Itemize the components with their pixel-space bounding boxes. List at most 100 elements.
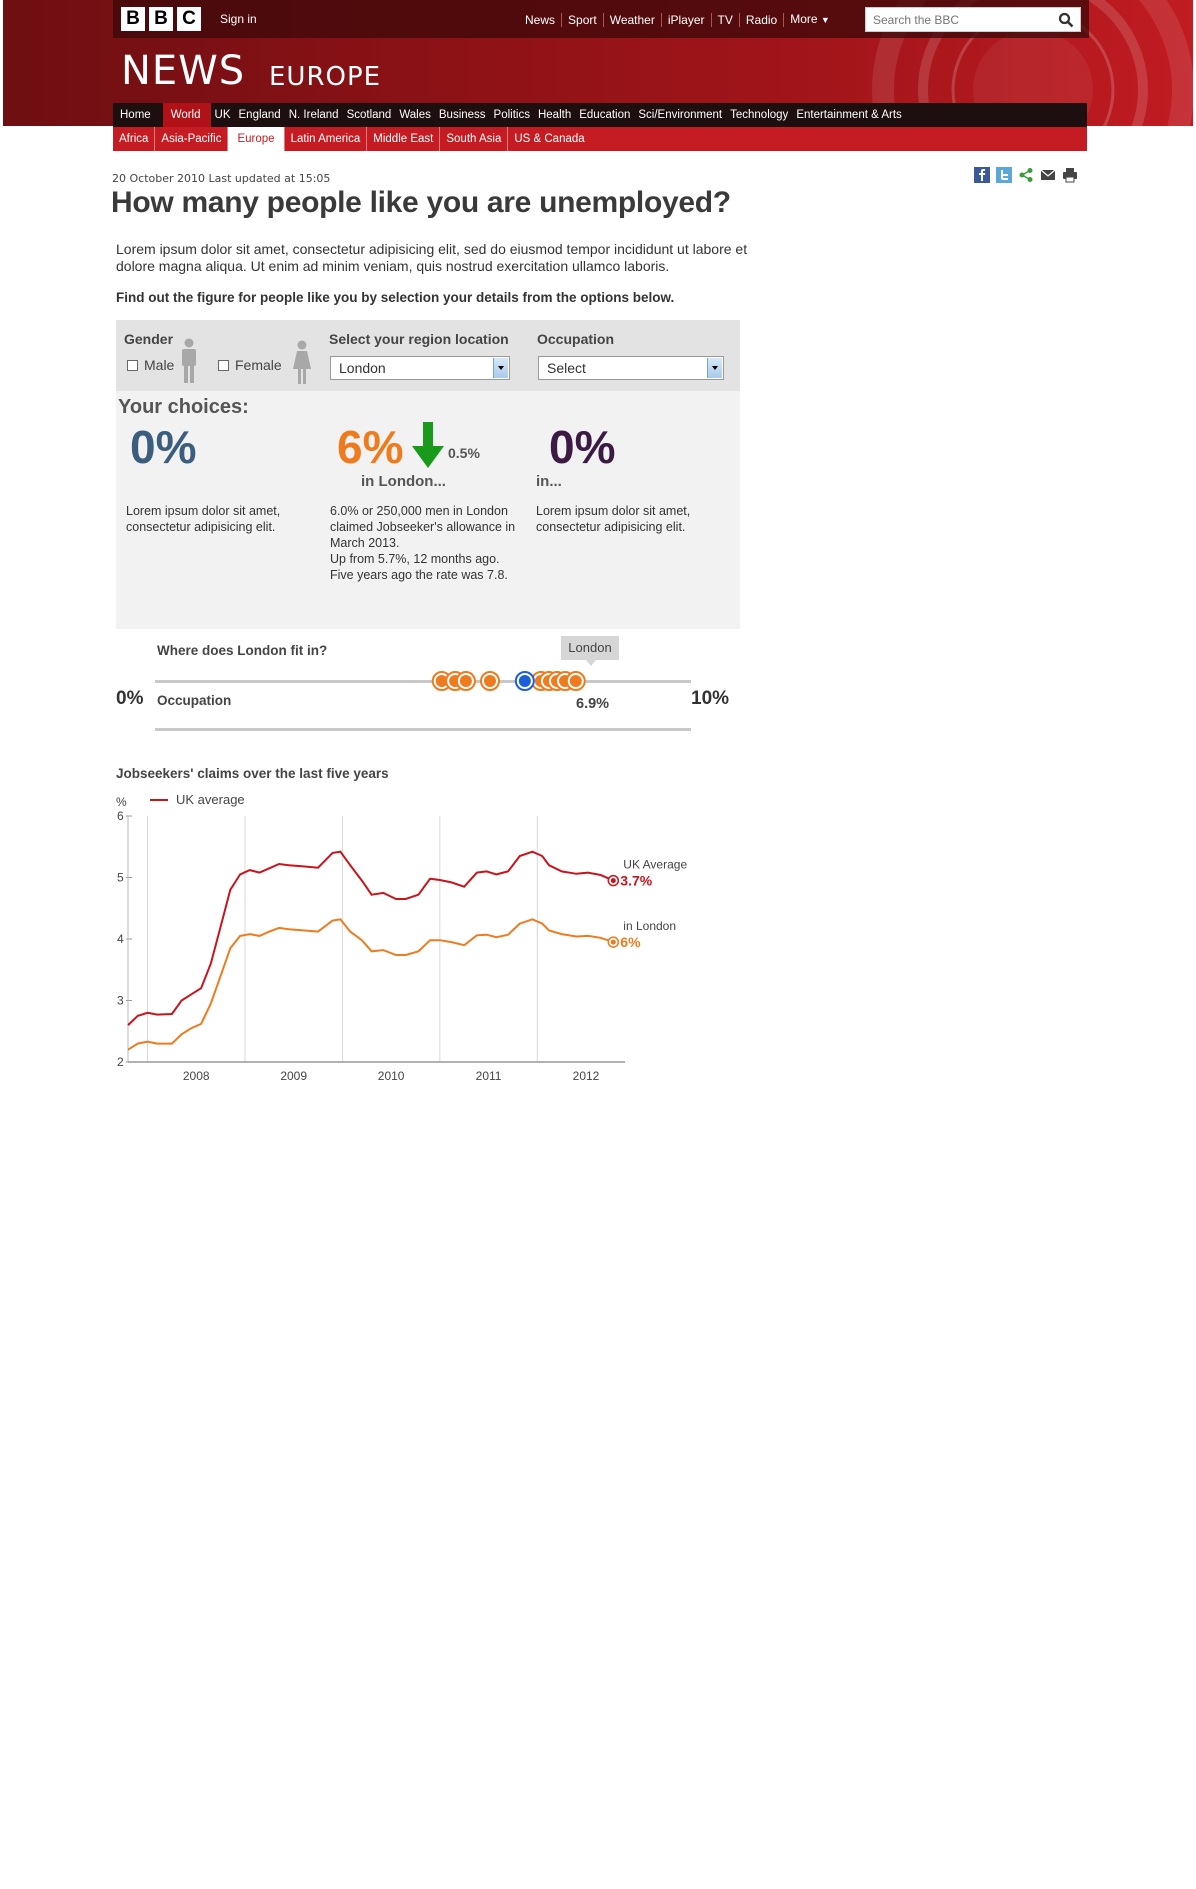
subnav-us-canada[interactable]: US & Canada — [514, 133, 585, 145]
region-dot-fill — [435, 675, 448, 687]
nav-politics[interactable]: Politics — [493, 109, 530, 121]
london-dot-fill — [518, 675, 531, 687]
subnav-middle-east[interactable]: Middle East — [367, 127, 441, 151]
y-tick-label: 2 — [117, 1055, 124, 1069]
nav-england[interactable]: England — [238, 109, 281, 121]
nav-scotland[interactable]: Scotland — [346, 109, 392, 121]
top-nav: News Sport Weather iPlayer TV Radio More… — [519, 12, 836, 27]
region-label: Select your region location — [329, 331, 509, 347]
series-end-value: 3.7% — [620, 873, 652, 889]
subnav-latin-america[interactable]: Latin America — [285, 127, 368, 151]
male-checkbox-box[interactable] — [127, 359, 138, 371]
article-date: 20 October 2010 — [112, 172, 206, 185]
dropdown-arrow-icon[interactable] — [493, 358, 508, 378]
top-nav-tv[interactable]: TV — [712, 12, 740, 27]
logo-letter: B — [149, 7, 173, 31]
male-checkbox[interactable]: Male — [127, 357, 174, 373]
top-nav-news[interactable]: News — [519, 12, 563, 27]
region-desc-line: Five years ago the rate was 7.8. — [330, 568, 508, 582]
dropdown-arrow-icon[interactable] — [707, 358, 722, 378]
top-nav-radio[interactable]: Radio — [740, 12, 785, 27]
female-checkbox[interactable]: Female — [218, 357, 282, 373]
twitter-icon[interactable] — [996, 167, 1012, 183]
jobseekers-line-chart: % UK average 2 3 4 5 6 2008 2009 2010 2011 2012 UK A… — [116, 792, 687, 1083]
selector-panel: Gender Male Female Select your region lo… — [116, 320, 740, 629]
region-description: 6.0% or 250,000 men in London claimed Jo… — [330, 503, 530, 583]
region-percentage: 6% — [337, 421, 404, 473]
bbc-logo[interactable]: B B C — [121, 7, 201, 31]
nav-health[interactable]: Health — [537, 109, 572, 121]
male-label: Male — [144, 357, 175, 373]
top-bar: B B C Sign in News Sport Weather iPlayer… — [113, 0, 1089, 38]
search-input[interactable] — [866, 8, 1046, 31]
nav-world[interactable]: World — [162, 103, 211, 127]
nav-home[interactable]: Home — [120, 109, 151, 121]
occupation-subtitle: in... — [536, 473, 562, 490]
top-nav-more[interactable]: More ▼ — [784, 12, 836, 27]
series-end-label: in London — [623, 919, 676, 933]
region-change: 0.5% — [448, 445, 480, 461]
female-checkbox-box[interactable] — [218, 359, 229, 371]
region-dot-fill — [569, 675, 582, 687]
nav-entertainment-arts[interactable]: Entertainment & Arts — [796, 109, 902, 121]
facebook-icon[interactable] — [974, 167, 990, 183]
search-icon[interactable] — [1058, 12, 1074, 28]
y-tick-label: 3 — [117, 994, 124, 1008]
logo-letter: C — [177, 7, 201, 31]
y-tick-label: 6 — [117, 809, 124, 823]
fit-dots — [431, 671, 586, 691]
news-title[interactable]: NEWS — [121, 48, 246, 94]
subnav-europe[interactable]: Europe — [228, 127, 285, 151]
subnav-africa[interactable]: Africa — [113, 127, 156, 151]
region-desc-line: Up from 5.7%, 12 months ago. — [330, 552, 500, 566]
sign-in-link[interactable]: Sign in — [220, 12, 257, 26]
top-nav-iplayer[interactable]: iPlayer — [662, 12, 712, 27]
region-desc-line: 6.0% or 250,000 men in London claimed Jo… — [330, 504, 516, 550]
subnav-south-asia[interactable]: South Asia — [440, 127, 509, 151]
nav-education[interactable]: Education — [579, 109, 631, 121]
chart-title: Jobseekers' claims over the last five ye… — [116, 766, 389, 781]
fit-min-label: 0% — [116, 688, 144, 709]
occupation-label: Occupation — [537, 331, 615, 347]
top-nav-weather[interactable]: Weather — [604, 12, 662, 27]
nav-wales[interactable]: Wales — [399, 109, 431, 121]
share-tools — [974, 167, 1078, 183]
x-tick-label: 2008 — [183, 1069, 210, 1083]
fit-scale-line-bottom — [155, 728, 691, 731]
share-icon[interactable] — [1018, 167, 1034, 183]
london-value: 6.9% — [576, 696, 610, 712]
sub-nav: Africa Asia-Pacific Europe Latin America… — [113, 127, 1087, 151]
region-dot-fill — [484, 675, 496, 687]
email-icon[interactable] — [1040, 167, 1056, 183]
y-axis-label: % — [116, 795, 127, 809]
gender-percentage: 0% — [130, 421, 197, 473]
nav-n-ireland[interactable]: N. Ireland — [288, 109, 339, 121]
london-tooltip: London — [561, 636, 619, 666]
region-subtitle: in London... — [361, 473, 446, 490]
y-tick-label: 4 — [117, 932, 124, 946]
print-icon[interactable] — [1062, 167, 1078, 183]
nav-uk[interactable]: UK — [214, 109, 231, 121]
region-select-value: London — [339, 360, 386, 376]
logo-letter: B — [121, 7, 145, 31]
series-end-label: UK Average — [623, 858, 687, 872]
subnav-asia-pacific[interactable]: Asia-Pacific — [155, 127, 229, 151]
y-tick-label: 5 — [117, 871, 124, 885]
x-tick-label: 2010 — [378, 1069, 405, 1083]
occupation-select[interactable]: Select — [538, 356, 724, 380]
fit-title: Where does London fit in? — [157, 643, 328, 658]
occupation-percentage: 0% — [549, 421, 616, 473]
nav-technology[interactable]: Technology — [730, 109, 789, 121]
nav-business[interactable]: Business — [438, 109, 486, 121]
nav-sci-environment[interactable]: Sci/Environment — [638, 109, 723, 121]
region-select[interactable]: London — [330, 356, 510, 380]
region-dot-fill — [459, 675, 472, 687]
fit-max-label: 10% — [691, 688, 730, 709]
more-label: More — [790, 12, 818, 26]
main-nav: Home World UK England N. Ireland Scotlan… — [113, 103, 1087, 127]
last-updated: Last updated at 15:05 — [208, 172, 331, 185]
top-nav-sport[interactable]: Sport — [562, 12, 604, 27]
page-title: How many people like you are unemployed? — [111, 186, 731, 219]
occupation-select-value: Select — [547, 360, 586, 376]
occupation-description: Lorem ipsum dolor sit amet, consectetur … — [536, 504, 691, 534]
